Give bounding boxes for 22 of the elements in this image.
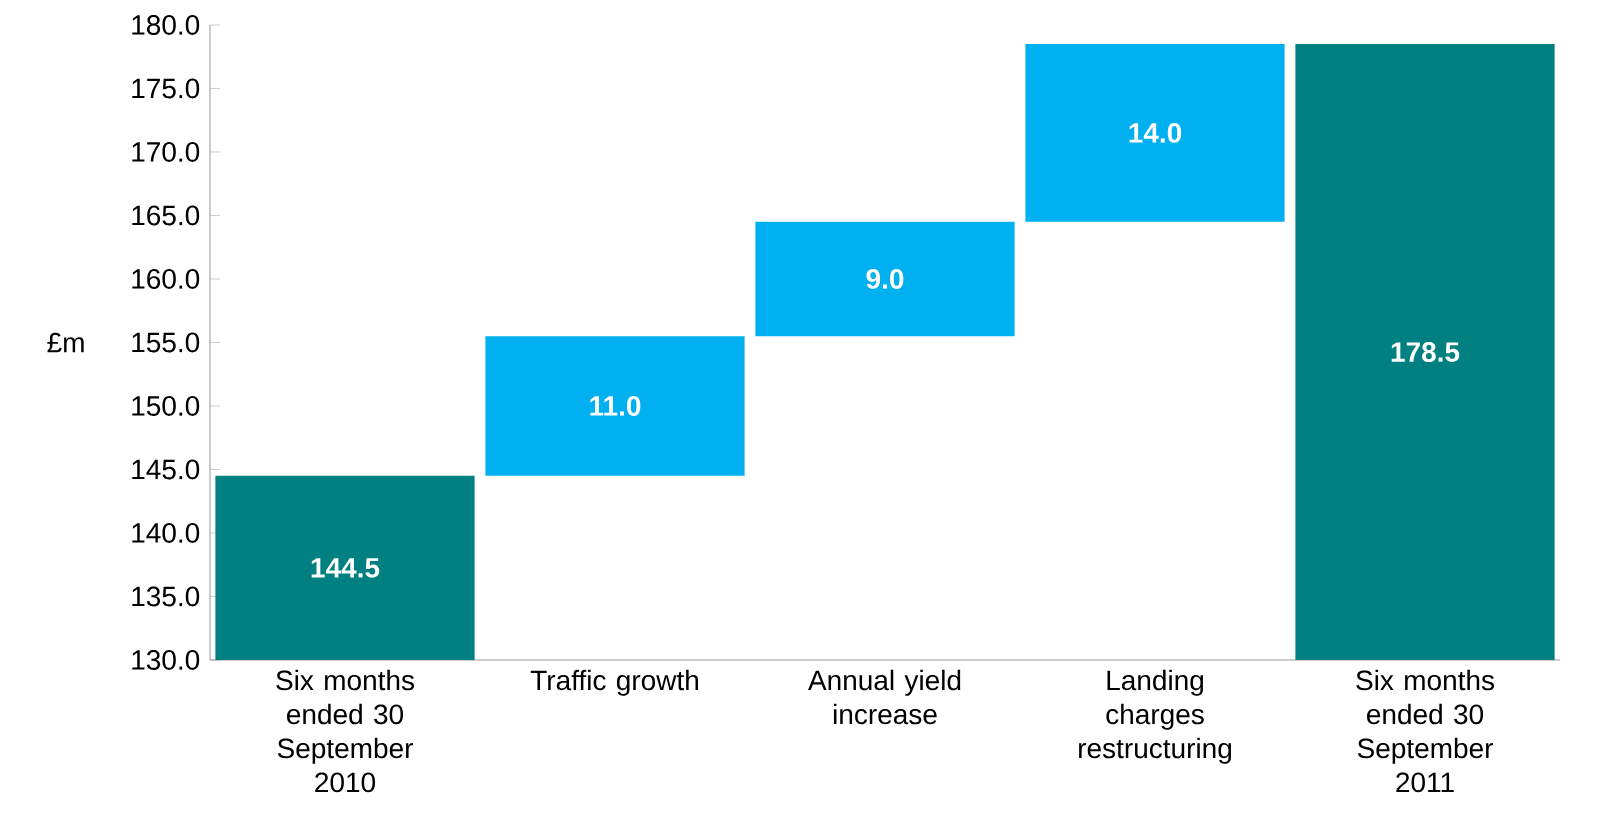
y-tick-label: 150.0 — [132, 396, 200, 416]
x-tick-label: Landing charges restructuring — [1079, 669, 1232, 764]
y-tick-label: 155.0 — [132, 332, 200, 353]
y-tick-label: 130.0 — [132, 650, 200, 670]
y-tick-label: 140.0 — [132, 523, 200, 543]
y-tick-label: 160.0 — [132, 269, 200, 289]
data-label: 144.5 — [311, 558, 380, 578]
data-label: 9.0 — [866, 269, 904, 289]
x-tick-label: Six months ended 30 September 2011 — [1356, 669, 1495, 793]
data-label: 178.5 — [1391, 342, 1460, 362]
x-tick-label: Annual yield increase — [808, 669, 961, 725]
data-label: 14.0 — [1129, 123, 1182, 143]
y-axis-title: £m — [47, 332, 84, 353]
y-tick-label: 135.0 — [132, 586, 200, 607]
x-tick-label: Traffic growth — [530, 669, 698, 696]
y-tick-label: 145.0 — [132, 459, 200, 480]
y-tick-label: 170.0 — [132, 142, 200, 162]
x-tick-label: Six months ended 30 September 2010 — [276, 669, 414, 793]
y-tick-label: 180.0 — [132, 15, 200, 35]
data-label: 11.0 — [590, 396, 641, 416]
y-tick-label: 175.0 — [132, 78, 200, 99]
y-tick-label: 165.0 — [132, 205, 200, 226]
